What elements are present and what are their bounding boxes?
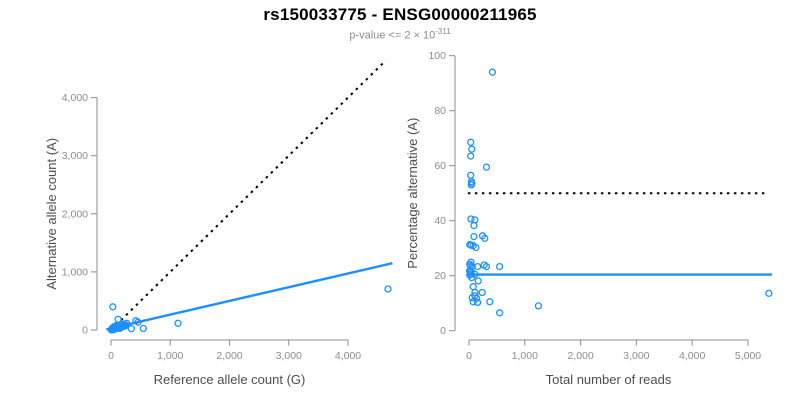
x-tick-label: 2,000 — [216, 350, 242, 362]
y-tick-label: 1,000 — [62, 266, 88, 278]
data-point — [467, 181, 475, 189]
right-y-axis-title: Percentage alternative (A) — [405, 118, 420, 269]
x-tick-label: 1,000 — [157, 350, 183, 362]
data-point — [471, 216, 479, 224]
right-plot: 0 1,000 2,000 3,000 4,000 5,000 0 20 40 60 80 100 To… — [405, 50, 773, 387]
x-tick-label: 1,000 — [512, 350, 538, 362]
x-tick-label: 4,000 — [335, 350, 361, 362]
data-point — [473, 262, 482, 271]
regression-line — [106, 262, 393, 331]
left-axes — [91, 97, 349, 346]
data-point — [469, 298, 477, 306]
data-point — [116, 323, 125, 331]
right-tick-labels: 0 1,000 2,000 3,000 4,000 5,000 0 20 40 60 80 100 — [428, 50, 761, 362]
data-point — [114, 315, 122, 323]
left-lines — [106, 59, 393, 331]
data-point — [478, 288, 486, 297]
data-point — [488, 68, 497, 76]
x-tick-label: 5,000 — [735, 350, 761, 362]
data-point — [139, 324, 147, 333]
x-tick-label: 0 — [466, 350, 472, 362]
data-point — [467, 152, 475, 160]
left-points — [107, 285, 392, 334]
data-point — [495, 309, 504, 317]
left-tick-labels: 0 1,000 2,000 3,000 4,000 0 1,000 2,000 3,000 4,0… — [62, 92, 362, 362]
data-point — [486, 298, 494, 306]
data-point — [467, 138, 475, 146]
y-tick-label: 0 — [82, 325, 88, 337]
x-tick-label: 3,000 — [276, 350, 302, 362]
data-point — [765, 289, 773, 297]
data-point — [474, 277, 482, 285]
pvalue-text: p-value <= 2 × 10 — [349, 29, 436, 42]
figure-subtitle: p-value <= 2 × 10-311 — [0, 27, 800, 42]
pvalue-exponent: -311 — [435, 27, 451, 36]
x-tick-label: 4,000 — [679, 350, 705, 362]
data-point — [468, 294, 476, 302]
figure-title: rs150033775 - ENSG00000211965 — [263, 5, 537, 24]
left-y-axis-title: Alternative allele count (A) — [44, 138, 59, 290]
data-point — [481, 234, 489, 242]
data-point — [472, 243, 480, 252]
y-tick-label: 100 — [428, 50, 446, 62]
y-tick-label: 60 — [434, 160, 446, 172]
y-tick-label: 4,000 — [62, 92, 88, 104]
data-point — [467, 215, 475, 223]
left-x-axis-title: Reference allele count (G) — [154, 372, 306, 387]
data-point — [473, 298, 482, 307]
left-plot: 0 1,000 2,000 3,000 4,000 0 1,000 2,000 3,000 4,0… — [44, 59, 393, 387]
data-point — [534, 302, 543, 310]
data-point — [174, 319, 182, 327]
right-axes — [449, 55, 749, 346]
data-point — [384, 285, 392, 293]
data-point — [468, 145, 476, 153]
data-point — [109, 303, 117, 311]
right-lines — [467, 192, 772, 276]
y-tick-label: 0 — [440, 325, 446, 337]
y-tick-label: 3,000 — [62, 150, 88, 162]
y-tick-label: 20 — [434, 270, 446, 282]
y-tick-label: 80 — [434, 105, 446, 117]
data-point — [134, 318, 142, 326]
data-point — [467, 171, 475, 179]
identity-line — [110, 59, 387, 331]
data-point — [469, 283, 477, 291]
data-point — [468, 273, 476, 282]
data-point — [127, 325, 136, 333]
data-point — [470, 232, 478, 241]
x-tick-label: 0 — [108, 350, 114, 362]
x-tick-label: 2,000 — [567, 350, 593, 362]
data-point — [495, 262, 504, 271]
y-tick-label: 2,000 — [62, 208, 88, 220]
data-point — [482, 262, 491, 271]
data-point — [470, 221, 478, 230]
right-x-axis-title: Total number of reads — [546, 372, 672, 387]
right-points — [465, 68, 773, 317]
x-tick-label: 3,000 — [623, 350, 649, 362]
data-point — [482, 163, 491, 171]
y-tick-label: 40 — [434, 215, 446, 227]
